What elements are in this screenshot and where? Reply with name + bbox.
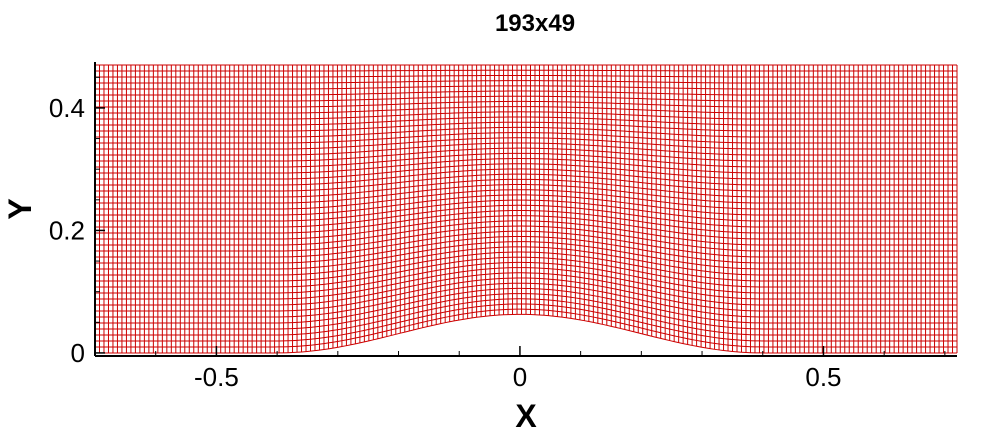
y-axis-label: Y (2, 198, 38, 219)
chart-title: 193x49 (495, 10, 575, 37)
y-tick-label: 0.2 (49, 215, 85, 245)
y-tick-label: 0.4 (49, 93, 85, 123)
x-tick-label: 0.5 (805, 362, 841, 392)
axis-ticks: -0.5 0 0.5 0 0.2 0.4 (49, 76, 946, 392)
x-axis-label: X (515, 398, 537, 433)
y-tick-label: 0 (71, 338, 85, 368)
x-tick-label: 0 (513, 362, 527, 392)
mesh-lines (94, 64, 958, 354)
x-tick-label: -0.5 (194, 362, 239, 392)
axes-frame (94, 62, 957, 357)
